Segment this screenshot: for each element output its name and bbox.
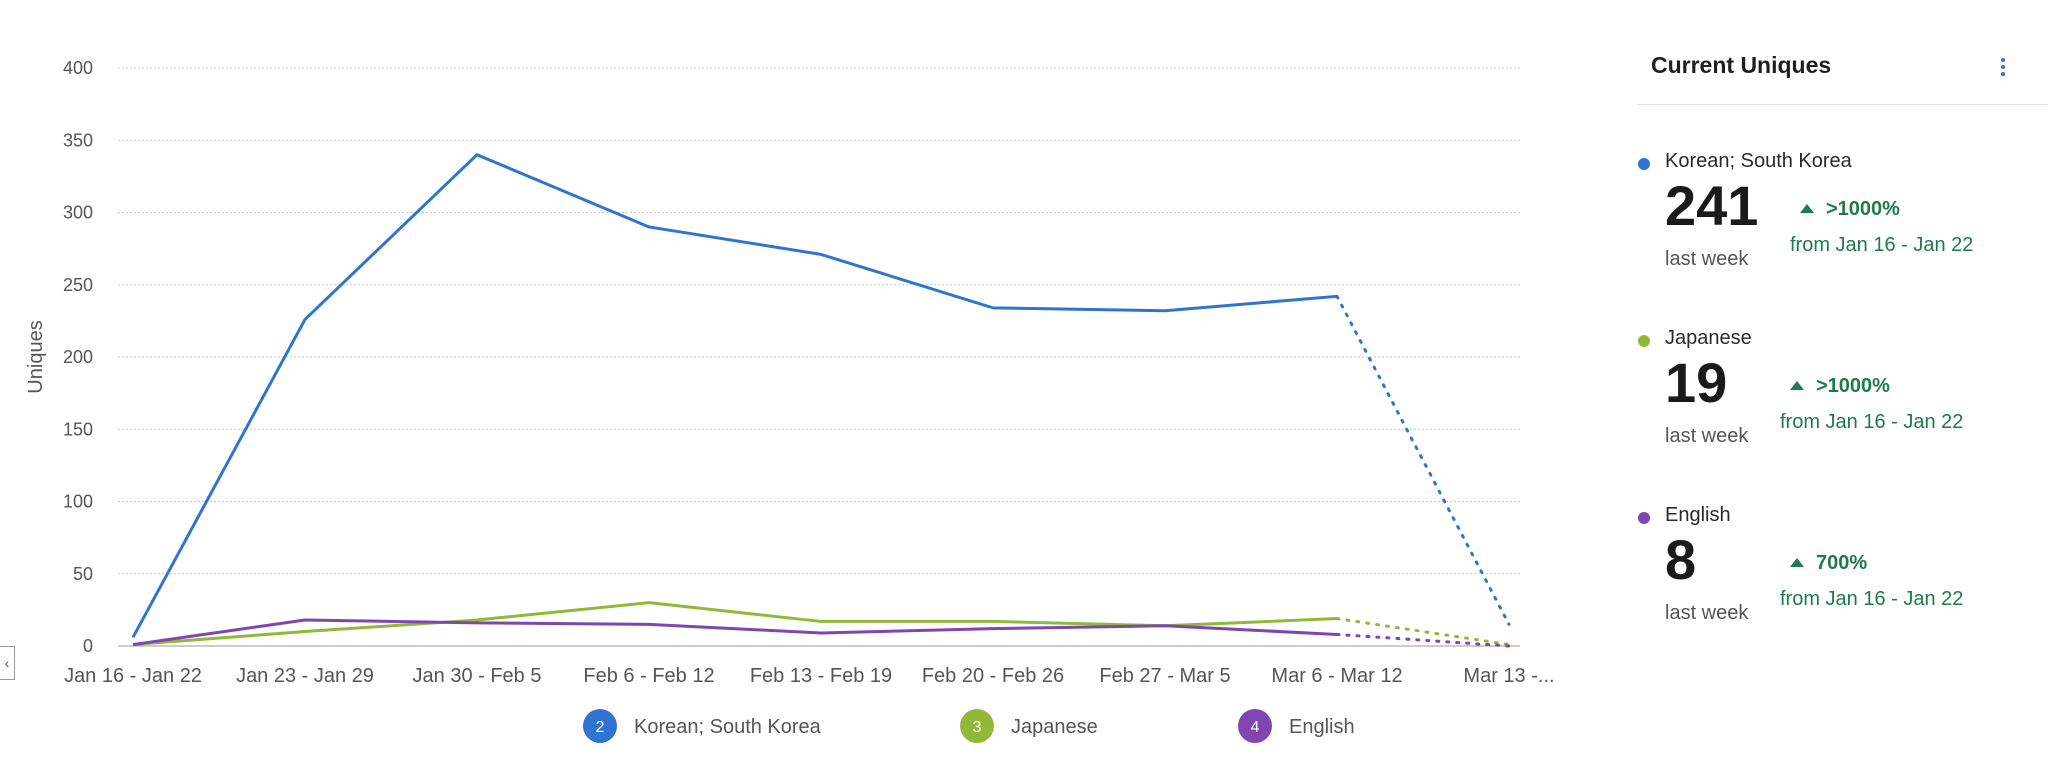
stat-change-value: >1000% (1826, 198, 1900, 220)
legend-swatch (583, 709, 617, 743)
stat-period: last week (1665, 602, 1749, 624)
legend-swatch (1238, 709, 1272, 743)
stat-series-name: English (1665, 504, 1731, 526)
stat-change-value: >1000% (1816, 375, 1890, 397)
gridlines (118, 67, 1520, 647)
y-tick-label: 250 (63, 275, 93, 295)
panel-header: Current Uniques (1637, 52, 2048, 105)
stat-change-value: 700% (1816, 552, 1868, 574)
stat-value: 241 (1665, 174, 1759, 237)
x-tick-label: Jan 23 - Jan 29 (236, 665, 374, 687)
stat-change-baseline: from Jan 16 - Jan 22 (1790, 234, 1974, 256)
x-tick-label: Jan 16 - Jan 22 (64, 665, 202, 687)
uniques-line-chart: 0 50 100 150 200 250 300 350 400 Jan 16 - Jan 22… (25, 58, 1555, 743)
x-tick-label: Feb 20 - Feb 26 (922, 665, 1064, 687)
trend-up-icon (1790, 558, 1804, 567)
legend-item-3[interactable]: 4 English (1238, 709, 1355, 743)
y-axis-title: Uniques (25, 320, 47, 393)
legend-item-2[interactable]: 3 Japanese (960, 709, 1098, 743)
y-tick-label: 350 (63, 130, 93, 150)
stat-series-name: Japanese (1665, 327, 1752, 349)
y-tick-label: 300 (63, 203, 93, 223)
series-partial-segment-1 (1335, 294, 1511, 626)
y-tick-label: 400 (63, 58, 93, 78)
collapse-panel-button[interactable]: ‹ (0, 646, 15, 680)
stat-value: 8 (1665, 528, 1697, 591)
stat-japanese: Japanese 19 last week >1000% from Jan 16… (1637, 327, 2048, 477)
chart-legend: 2 Korean; South Korea 3 Japanese 4 English (583, 709, 1355, 743)
stat-change-baseline: from Jan 16 - Jan 22 (1780, 411, 1964, 433)
stat-english: English 8 last week 700% from Jan 16 - J… (1637, 504, 2048, 654)
x-tick-label: Feb 27 - Mar 5 (1099, 665, 1230, 687)
x-tick-label: Feb 6 - Feb 12 (583, 665, 714, 687)
x-axis-ticks: Jan 16 - Jan 22 Jan 23 - Jan 29 Jan 30 - F… (64, 665, 1555, 687)
y-tick-label: 0 (83, 636, 93, 656)
stat-series-name: Korean; South Korea (1665, 150, 1852, 172)
legend-number: 2 (596, 719, 605, 736)
stat-period: last week (1665, 248, 1749, 270)
trend-up-icon (1800, 204, 1814, 213)
stat-korean: Korean; South Korea 241 last week >1000%… (1637, 150, 2048, 300)
x-tick-label: Mar 6 - Mar 12 (1271, 665, 1402, 687)
y-axis-ticks: 0 50 100 150 200 250 300 350 400 (63, 58, 93, 656)
x-tick-label: Jan 30 - Feb 5 (413, 665, 542, 687)
legend-swatch (960, 709, 994, 743)
series-color-dot (1638, 335, 1650, 347)
series-color-dot (1638, 512, 1650, 524)
series-line-2 (132, 601, 1338, 647)
series-color-dot (1638, 158, 1650, 170)
stat-change: 700% (1790, 552, 1867, 575)
current-uniques-panel: Current Uniques Korean; South Korea 241 … (1637, 0, 2048, 767)
y-tick-label: 150 (63, 419, 93, 439)
series-partial-segment-2 (1335, 617, 1511, 647)
stat-period: last week (1665, 425, 1749, 447)
stat-change-baseline: from Jan 16 - Jan 22 (1780, 588, 1964, 610)
x-tick-label: Mar 13 -... (1463, 665, 1554, 687)
stat-change: >1000% (1800, 198, 1900, 221)
legend-label: English (1289, 716, 1355, 738)
series-line-1 (131, 153, 1338, 639)
series-line-3 (132, 618, 1338, 647)
series-lines (131, 153, 1511, 648)
y-tick-label: 100 (63, 492, 93, 512)
stat-value: 19 (1665, 351, 1728, 414)
stat-change: >1000% (1790, 375, 1890, 398)
legend-item-1[interactable]: 2 Korean; South Korea (583, 709, 822, 743)
legend-number: 4 (1251, 719, 1260, 736)
panel-title: Current Uniques (1651, 52, 1832, 78)
legend-number: 3 (973, 719, 982, 736)
y-tick-label: 50 (73, 564, 93, 584)
more-options-icon[interactable] (1999, 58, 2007, 80)
y-tick-label: 200 (63, 347, 93, 367)
legend-label: Korean; South Korea (634, 716, 822, 738)
trend-up-icon (1790, 381, 1804, 390)
legend-label: Japanese (1011, 716, 1098, 738)
series-partial-segment-3 (1335, 632, 1511, 648)
x-tick-label: Feb 13 - Feb 19 (750, 665, 892, 687)
